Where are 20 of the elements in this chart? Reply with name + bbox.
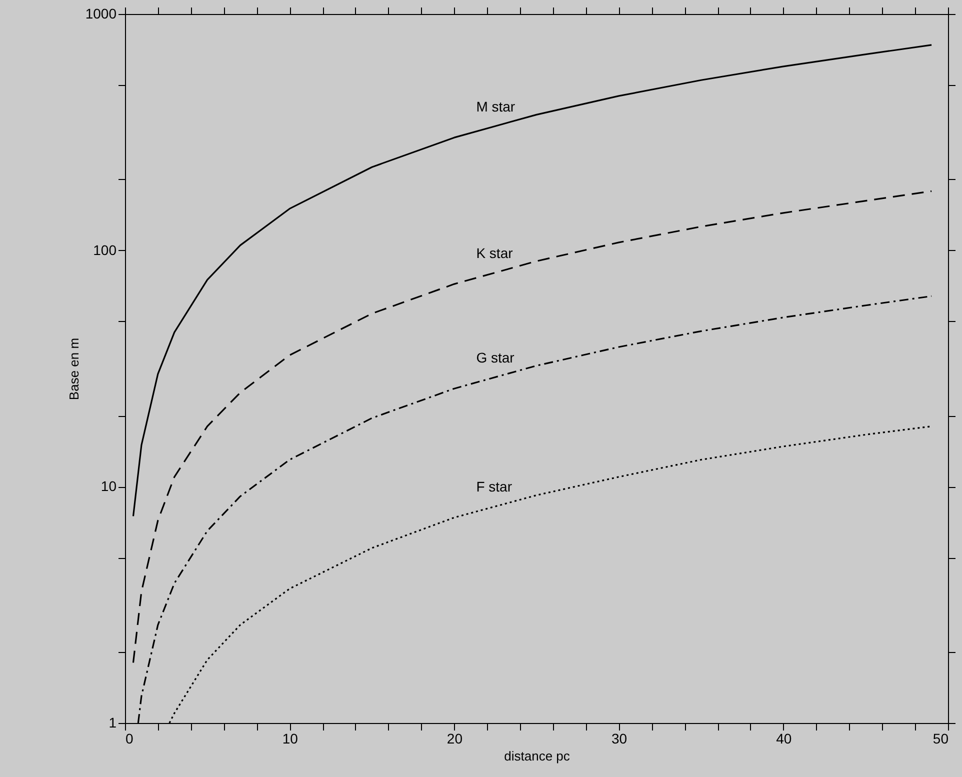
series-label: F star <box>476 478 512 495</box>
series-label: G star <box>476 350 515 366</box>
series-label: M star <box>476 98 516 115</box>
y-axis-title: Base en m <box>66 338 82 400</box>
x-tick-label: 40 <box>776 730 792 746</box>
x-tick-label: 10 <box>282 730 298 746</box>
x-tick-label: 0 <box>126 730 134 746</box>
x-tick-label: 50 <box>932 730 949 746</box>
line-series <box>132 44 932 517</box>
x-tick-label: 30 <box>612 730 628 746</box>
y-tick-label: 1000 <box>85 6 117 22</box>
series-label: K star <box>476 245 514 262</box>
line-series <box>168 426 932 723</box>
line-series <box>132 190 932 664</box>
x-tick-label: 20 <box>446 730 463 746</box>
y-tick-label: 1 <box>108 714 117 730</box>
y-tick-label: 100 <box>93 242 117 258</box>
y-tick-label: 10 <box>100 478 117 494</box>
x-axis-title: distance pc <box>504 748 570 764</box>
line-series <box>137 295 932 723</box>
